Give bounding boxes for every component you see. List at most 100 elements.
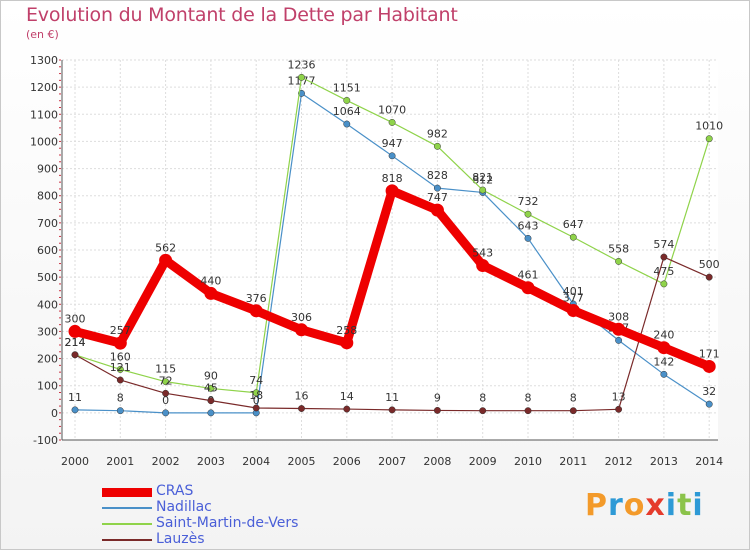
data-point-Nadillac <box>116 407 124 415</box>
data-point-Lauzès <box>479 407 487 415</box>
data-label-Lauzès: 574 <box>653 238 674 251</box>
data-label-Lauzès: 8 <box>479 392 486 405</box>
x-tick-label: 2011 <box>559 455 587 468</box>
data-label-Nadillac: 1064 <box>333 105 361 118</box>
data-label-CRAS: 377 <box>563 292 584 305</box>
data-label-CRAS: 818 <box>382 172 403 185</box>
x-tick-label: 2005 <box>288 455 316 468</box>
data-point-Lauzès <box>524 407 532 415</box>
x-tick-label: 2009 <box>469 455 497 468</box>
data-point-CRAS <box>385 184 399 198</box>
data-point-Nadillac <box>705 400 713 408</box>
y-tick-label: 700 <box>37 217 58 230</box>
y-tick-label: 1300 <box>30 54 58 67</box>
data-label-Saint-Martin-de-Vers: 475 <box>653 265 674 278</box>
proxiti-logo: Proxiti <box>585 488 704 523</box>
x-tick-label: 2008 <box>423 455 451 468</box>
legend-swatch <box>102 539 152 541</box>
data-point-Lauzès <box>116 376 124 384</box>
data-label-Nadillac: 643 <box>518 219 539 232</box>
data-point-CRAS <box>295 323 308 337</box>
data-point-CRAS <box>521 281 535 295</box>
data-point-Nadillac <box>660 370 668 378</box>
legend-label: CRAS <box>156 483 194 499</box>
legend-swatch <box>102 523 152 525</box>
x-tick-label: 2012 <box>605 455 633 468</box>
data-point-CRAS <box>476 258 490 272</box>
data-point-Saint-Martin-de-Vers <box>433 142 441 150</box>
data-point-Nadillac <box>388 152 396 160</box>
data-label-Nadillac: 947 <box>382 137 403 150</box>
chart-title: Evolution du Montant de la Dette par Hab… <box>26 4 458 26</box>
data-label-Nadillac: 142 <box>653 355 674 368</box>
data-label-CRAS: 461 <box>518 269 539 282</box>
x-tick-label: 2003 <box>197 455 225 468</box>
data-label-Lauzès: 214 <box>65 336 86 349</box>
x-tick-label: 2007 <box>378 455 406 468</box>
x-tick-label: 2014 <box>695 455 723 468</box>
y-tick-label: 400 <box>37 298 58 311</box>
data-point-Saint-Martin-de-Vers <box>660 280 668 288</box>
logo-letter: i <box>665 488 678 523</box>
data-point-Saint-Martin-de-Vers <box>524 210 532 218</box>
data-point-CRAS <box>113 336 127 350</box>
data-label-Saint-Martin-de-Vers: 74 <box>249 374 263 387</box>
data-label-Saint-Martin-de-Vers: 1236 <box>288 58 316 71</box>
data-label-CRAS: 258 <box>336 324 357 337</box>
data-point-CRAS <box>657 341 671 355</box>
data-label-CRAS: 257 <box>110 324 131 337</box>
data-point-Nadillac <box>71 406 79 414</box>
data-label-Nadillac: 812 <box>472 173 493 186</box>
data-label-Saint-Martin-de-Vers: 1151 <box>333 81 361 94</box>
data-label-CRAS: 543 <box>472 246 493 259</box>
x-tick-label: 2006 <box>333 455 361 468</box>
y-tick-label: -100 <box>33 434 58 447</box>
y-tick-label: 300 <box>37 325 58 338</box>
data-label-Saint-Martin-de-Vers: 982 <box>427 127 448 140</box>
legend-label: Nadillac <box>156 499 212 515</box>
data-label-Lauzès: 72 <box>159 374 173 387</box>
data-point-Nadillac <box>162 409 170 417</box>
data-point-Lauzès <box>433 406 441 414</box>
y-tick-label: 800 <box>37 190 58 203</box>
y-tick-label: 1200 <box>30 81 58 94</box>
data-label-CRAS: 440 <box>200 274 221 287</box>
logo-letter: x <box>645 488 666 523</box>
data-point-CRAS <box>249 304 263 318</box>
data-point-Saint-Martin-de-Vers <box>343 96 351 104</box>
x-tick-label: 2001 <box>106 455 134 468</box>
data-point-Saint-Martin-de-Vers <box>615 257 623 265</box>
data-label-Saint-Martin-de-Vers: 115 <box>155 363 176 376</box>
data-label-Lauzès: 8 <box>570 392 577 405</box>
data-point-Saint-Martin-de-Vers <box>479 186 487 194</box>
data-label-CRAS: 300 <box>65 312 86 325</box>
chart-unit-label: (en €) <box>26 28 59 41</box>
legend-label: Saint-Martin-de-Vers <box>156 515 299 531</box>
data-point-CRAS <box>340 336 354 350</box>
data-label-Nadillac: 401 <box>563 285 584 298</box>
y-tick-label: 1000 <box>30 135 58 148</box>
data-point-Nadillac <box>343 120 351 128</box>
data-point-Saint-Martin-de-Vers <box>705 135 713 143</box>
data-point-Nadillac <box>524 234 532 242</box>
data-label-Saint-Martin-de-Vers: 647 <box>563 218 584 231</box>
x-tick-label: 2013 <box>650 455 678 468</box>
data-label-CRAS: 171 <box>699 347 720 360</box>
legend-swatch <box>102 507 152 509</box>
data-point-Lauzès <box>569 407 577 415</box>
data-label-Saint-Martin-de-Vers: 90 <box>204 369 218 382</box>
data-point-Saint-Martin-de-Vers <box>207 384 215 392</box>
data-label-Saint-Martin-de-Vers: 821 <box>472 171 493 184</box>
data-point-Saint-Martin-de-Vers <box>252 389 260 397</box>
data-label-CRAS: 240 <box>653 329 674 342</box>
data-label-Saint-Martin-de-Vers: 732 <box>518 195 539 208</box>
logo-letter: o <box>623 488 646 523</box>
data-point-Lauzès <box>252 404 260 412</box>
data-point-CRAS <box>159 253 173 267</box>
y-tick-label: 900 <box>37 163 58 176</box>
data-label-Lauzès: 9 <box>434 391 441 404</box>
data-point-Saint-Martin-de-Vers <box>569 233 577 241</box>
data-label-Lauzès: 45 <box>204 382 218 395</box>
y-tick-label: 500 <box>37 271 58 284</box>
